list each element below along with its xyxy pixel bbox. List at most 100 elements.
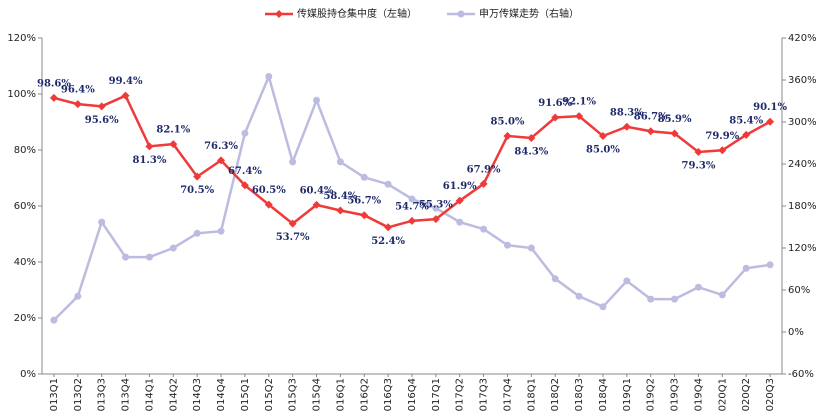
point (718, 146, 727, 155)
x-tick-label: 2019Q1 (622, 378, 633, 411)
point (217, 156, 226, 165)
data-label: 56.7% (347, 196, 381, 207)
y-tick-label: 120% (7, 33, 36, 44)
point (408, 195, 416, 203)
point (145, 142, 154, 151)
legend-marker (275, 10, 283, 18)
x-tick-label: 2015Q1 (240, 378, 251, 411)
x-tick-label: 2013Q2 (73, 378, 84, 411)
y2-tick-label: 420% (788, 33, 817, 44)
point (479, 179, 488, 188)
x-tick-label: 2016Q3 (383, 378, 394, 411)
data-label: 86.7% (634, 112, 668, 123)
x-tick-label: 2019Q2 (646, 378, 657, 411)
point (622, 122, 631, 131)
point (98, 218, 106, 226)
point (49, 93, 58, 102)
point (312, 200, 321, 209)
data-label: 81.3% (132, 155, 166, 166)
point (264, 200, 273, 209)
x-tick-label: 2020Q3 (765, 378, 776, 411)
data-label: 67.9% (467, 164, 501, 175)
point (336, 206, 345, 215)
x-tick-label: 2017Q2 (455, 378, 466, 411)
data-label: 90.1% (753, 102, 787, 113)
data-label: 76.3% (204, 141, 238, 152)
y2-tick-label: 360% (788, 75, 817, 86)
data-label: 98.6% (37, 78, 71, 89)
point (193, 229, 201, 237)
data-label: 54.7% (395, 201, 429, 212)
point (408, 216, 416, 225)
point (599, 303, 607, 311)
data-label: 60.5% (252, 185, 286, 196)
x-tick-label: 2015Q2 (264, 378, 275, 411)
point (122, 253, 130, 261)
y-tick-label: 60% (14, 201, 36, 212)
point (169, 140, 178, 149)
legend-marker (457, 10, 465, 18)
point (527, 133, 536, 142)
point (742, 264, 750, 272)
point (766, 261, 774, 269)
point (646, 127, 655, 136)
data-label: 79.3% (682, 160, 716, 171)
x-tick-label: 2018Q4 (598, 378, 609, 411)
x-tick-label: 2017Q4 (502, 378, 513, 411)
data-label: 85.0% (491, 117, 525, 128)
point (360, 211, 369, 220)
point (313, 96, 321, 104)
point (575, 292, 583, 300)
x-tick-label: 2014Q2 (168, 378, 179, 411)
data-label: 88.3% (610, 107, 644, 118)
point (288, 219, 297, 228)
point (742, 130, 751, 139)
data-label: 60.4% (300, 185, 334, 196)
point (121, 91, 130, 100)
x-tick-label: 2016Q4 (407, 378, 418, 411)
point (217, 227, 225, 235)
data-label: 53.7% (276, 232, 310, 243)
x-tick-label: 2019Q3 (670, 378, 681, 411)
y-tick-label: 80% (14, 145, 36, 156)
x-tick-label: 2014Q1 (144, 378, 155, 411)
x-tick-label: 2016Q2 (359, 378, 370, 411)
data-label: 91.6% (538, 98, 572, 109)
y-tick-label: 20% (14, 313, 36, 324)
data-label: 55.3% (419, 200, 453, 211)
point (265, 73, 273, 80)
point (384, 180, 392, 188)
point (551, 275, 559, 283)
point (718, 291, 726, 299)
data-label: 85.4% (729, 115, 763, 126)
data-label: 67.4% (228, 166, 262, 177)
point (145, 253, 153, 261)
point (193, 172, 202, 181)
y2-tick-label: 180% (788, 201, 817, 212)
y2-tick-label: -60% (788, 369, 814, 380)
y-tick-label: 0% (20, 369, 36, 380)
data-label: 95.6% (85, 115, 119, 126)
x-tick-label: 2017Q1 (431, 378, 442, 411)
x-tick-label: 2017Q3 (479, 378, 490, 411)
y2-tick-label: 0% (788, 327, 804, 338)
y2-tick-label: 60% (788, 285, 810, 296)
point (432, 204, 440, 212)
point (480, 225, 488, 233)
x-tick-label: 2020Q1 (717, 378, 728, 411)
x-tick-label: 2013Q4 (121, 378, 132, 411)
data-label: 82.1% (156, 125, 190, 136)
point (456, 218, 464, 226)
point (575, 112, 584, 121)
point (384, 223, 393, 232)
point (360, 173, 368, 181)
point (503, 241, 511, 249)
point (240, 181, 249, 190)
x-tick-label: 2016Q1 (335, 378, 346, 411)
y2-tick-label: 300% (788, 117, 817, 128)
x-tick-label: 2020Q2 (741, 378, 752, 411)
point (169, 244, 177, 252)
point (670, 129, 679, 138)
x-tick-label: 2015Q4 (312, 378, 323, 411)
y-tick-label: 100% (7, 89, 36, 100)
